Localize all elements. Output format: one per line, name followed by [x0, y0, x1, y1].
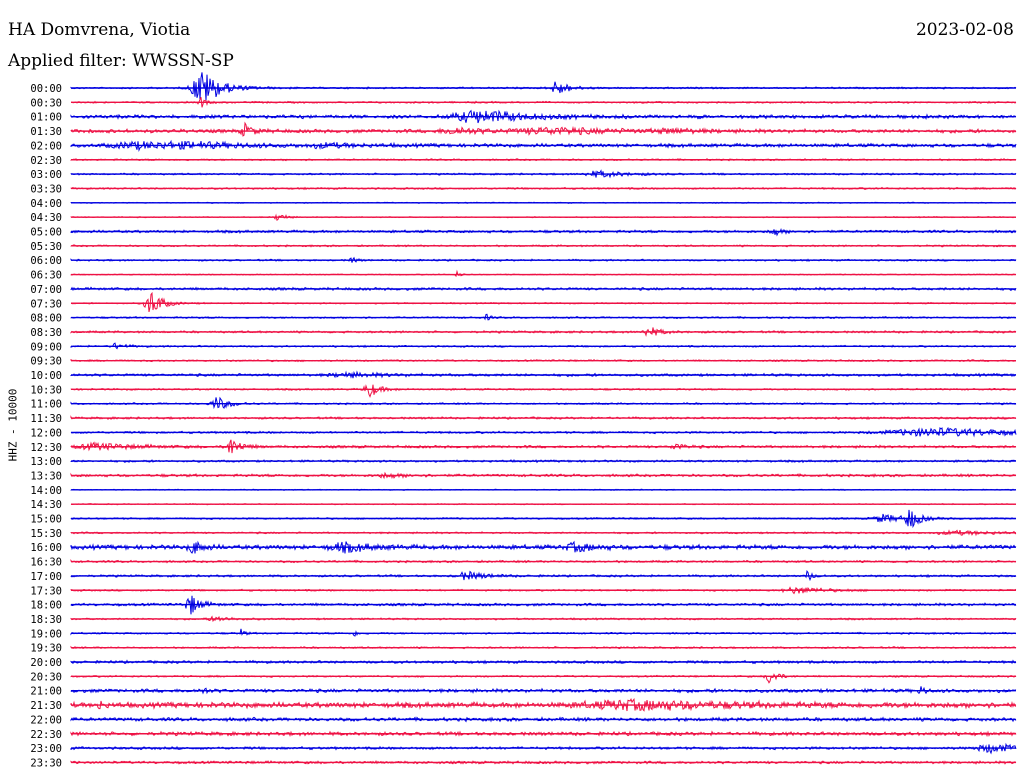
trace-line	[70, 72, 1017, 101]
trace-line	[70, 121, 1017, 137]
row-time-label: 09:00	[30, 341, 62, 353]
trace-line	[70, 628, 1017, 637]
row-time-label: 12:00	[30, 427, 62, 439]
row-time-label: 22:30	[30, 729, 62, 741]
row-time-label: 02:00	[30, 140, 62, 152]
row-time-label: 14:00	[30, 485, 62, 497]
row-time-label: 15:30	[30, 528, 62, 540]
row-time-label: 23:00	[30, 743, 62, 755]
row-time-label: 21:00	[30, 686, 62, 698]
row-time-label: 16:00	[30, 542, 62, 554]
trace-line	[70, 396, 1017, 410]
row-time-label: 20:00	[30, 657, 62, 669]
row-time-label: 04:00	[30, 198, 62, 210]
row-time-label: 06:00	[30, 255, 62, 267]
row-time-label: 18:00	[30, 600, 62, 612]
row-time-label: 17:30	[30, 585, 62, 597]
row-time-label: 11:30	[30, 413, 62, 425]
row-time-label: 08:30	[30, 327, 62, 339]
row-time-label: 03:00	[30, 169, 62, 181]
row-time-label: 17:00	[30, 571, 62, 583]
filter-label: Applied filter: WWSSN-SP	[8, 51, 234, 71]
record-date: 2023-02-08	[915, 20, 1014, 40]
row-time-label: 04:30	[30, 212, 62, 224]
row-time-label: 19:00	[30, 628, 62, 640]
row-time-label: 13:00	[30, 456, 62, 468]
row-time-label: 14:30	[30, 499, 62, 511]
row-time-label: 01:00	[30, 112, 62, 124]
row-time-label: 10:00	[30, 370, 62, 382]
row-time-label: 18:30	[30, 614, 62, 626]
row-time-label: 08:00	[30, 313, 62, 325]
row-time-label: 06:30	[30, 270, 62, 282]
row-time-label: 11:00	[30, 399, 62, 411]
row-time-label: 02:30	[30, 155, 62, 167]
row-time-label: 21:30	[30, 700, 62, 712]
row-time-label: 22:00	[30, 714, 62, 726]
row-time-label: 05:30	[30, 241, 62, 253]
row-time-label: 10:30	[30, 384, 62, 396]
row-time-label: 01:30	[30, 126, 62, 138]
trace-line	[70, 673, 1017, 684]
trace-line	[70, 686, 1017, 695]
row-time-label: 19:30	[30, 643, 62, 655]
row-time-label: 05:00	[30, 227, 62, 239]
row-time-label: 13:30	[30, 470, 62, 482]
row-time-label: 23:30	[30, 757, 62, 769]
row-time-label: 15:00	[30, 514, 62, 526]
row-time-label: 20:30	[30, 671, 62, 683]
trace-line	[70, 384, 1017, 398]
row-time-label: 16:30	[30, 557, 62, 569]
row-time-label: 09:30	[30, 356, 62, 368]
row-time-label: 07:30	[30, 298, 62, 310]
row-time-label: 07:00	[30, 284, 62, 296]
row-time-label: 00:00	[30, 83, 62, 95]
row-time-label: 12:30	[30, 442, 62, 454]
row-time-label: 00:30	[30, 97, 62, 109]
station-title: HA Domvrena, Viotia	[8, 20, 191, 40]
row-time-label: 03:30	[30, 183, 62, 195]
